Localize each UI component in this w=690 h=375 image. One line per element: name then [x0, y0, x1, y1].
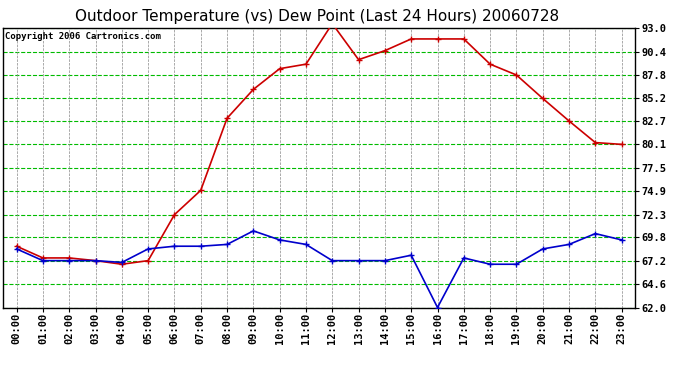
Text: Copyright 2006 Cartronics.com: Copyright 2006 Cartronics.com: [5, 32, 161, 41]
Text: Outdoor Temperature (vs) Dew Point (Last 24 Hours) 20060728: Outdoor Temperature (vs) Dew Point (Last…: [75, 9, 560, 24]
